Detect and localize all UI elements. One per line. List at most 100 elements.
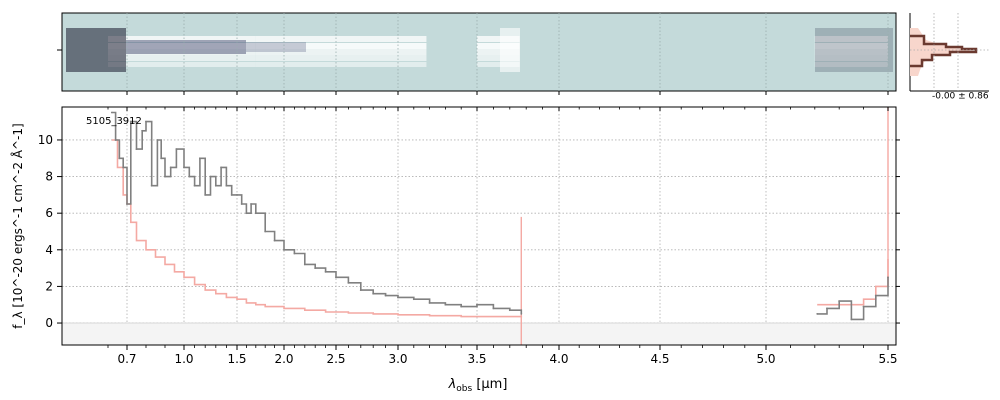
spectrum-point xyxy=(492,307,495,310)
spectrum-2d-trace xyxy=(66,28,893,72)
spectrum-point xyxy=(460,305,463,308)
x-tick-label: 2.0 xyxy=(274,352,293,366)
y-tick-label: 10 xyxy=(38,133,53,147)
spectrum-point xyxy=(444,303,447,306)
x-axis: 0.7 1.0 1.5 2.0 2.5 3.0 3.5 4.0 4.5 5.0 5.5 xyxy=(107,91,898,366)
spectrum-point xyxy=(245,212,248,215)
spectrum-point xyxy=(129,120,132,123)
band-streak xyxy=(108,62,256,67)
x-axis-label-main: λ xyxy=(448,377,457,392)
spectrum-point xyxy=(476,303,478,306)
spectrum-point xyxy=(145,120,147,123)
x-axis-label: λobs [μm] xyxy=(448,377,508,394)
x-tick-label: 5.0 xyxy=(756,352,775,366)
spectrum-point xyxy=(264,230,267,233)
spectrum-point xyxy=(230,194,233,196)
spectrum-point xyxy=(887,276,889,279)
plot-area xyxy=(62,107,896,345)
noise-label: -0.00 ± 0.86 xyxy=(932,92,989,102)
band-streak xyxy=(255,49,427,55)
spectrum-point xyxy=(118,157,121,160)
y-axis: 0 2 4 6 8 10 xyxy=(38,49,900,330)
spectrum-point xyxy=(122,166,125,169)
spectrum-point xyxy=(141,129,144,132)
spectrum-point xyxy=(324,270,327,273)
band-streak xyxy=(814,36,888,42)
profile-fill xyxy=(910,28,974,76)
band-core xyxy=(66,28,126,72)
spectrum-point xyxy=(160,157,163,160)
y-tick-label: 4 xyxy=(45,243,53,257)
band-streak xyxy=(477,49,520,55)
band-streak xyxy=(108,55,256,61)
spectrum-point xyxy=(347,281,350,284)
spectrum-point xyxy=(114,139,117,141)
spectrum-point xyxy=(135,148,138,151)
spectrum-point xyxy=(209,175,212,178)
band-streak xyxy=(108,36,256,42)
spectrum-point xyxy=(816,313,819,315)
y-tick-label: 6 xyxy=(45,206,53,220)
spectrum-2d-grid xyxy=(126,13,889,91)
band-streak xyxy=(477,62,520,67)
y-axis-label: f_λ [10^-20 ergs^-1 cm^-2 Å^-1] xyxy=(10,123,25,328)
x-tick-label: 2.5 xyxy=(326,352,345,366)
profile-line xyxy=(910,34,978,68)
band-streak xyxy=(814,43,888,49)
y-tick-label: 2 xyxy=(45,279,53,293)
spectrum-point xyxy=(826,307,828,310)
band-streak xyxy=(255,36,427,42)
spectrum-point xyxy=(850,318,853,321)
band-core xyxy=(500,28,520,72)
spectrum-point xyxy=(164,175,166,178)
x-tick-label: 3.0 xyxy=(388,352,407,366)
band-streak xyxy=(255,62,427,67)
band-core xyxy=(815,28,893,72)
spectrum-series xyxy=(110,111,889,321)
spectrum-point xyxy=(372,292,375,295)
spectrum-point xyxy=(397,296,399,299)
spectrum-point xyxy=(874,294,877,297)
x-tick-label: 0.7 xyxy=(117,352,136,366)
spectrum-point xyxy=(150,184,153,187)
spectrum-point xyxy=(156,139,159,141)
band-streak xyxy=(814,55,888,61)
plot-frame xyxy=(61,106,897,346)
x-tick-label: 4.5 xyxy=(650,352,669,366)
spectrum-point xyxy=(303,263,306,266)
spectrum-point xyxy=(183,166,185,169)
spectrum-point xyxy=(520,313,523,315)
spectrum-point xyxy=(199,157,201,160)
spectrum-point xyxy=(314,267,317,269)
model-line xyxy=(111,139,889,318)
spectrum-point xyxy=(412,298,415,301)
spectrum-point xyxy=(359,289,362,291)
band-streak xyxy=(255,43,427,49)
band-streak xyxy=(814,49,888,55)
x-axis-label-unit: [μm] xyxy=(472,377,507,392)
spectrum-point xyxy=(862,305,865,308)
spectrum-point xyxy=(428,302,431,304)
spectrum-point xyxy=(126,203,128,205)
zero-band-fill xyxy=(62,323,896,345)
band-streak xyxy=(814,62,888,67)
zero-band xyxy=(62,322,896,345)
spectrum-point xyxy=(175,148,178,151)
band-streak xyxy=(477,55,520,61)
model-series xyxy=(111,107,889,345)
spectrum-point xyxy=(283,248,285,251)
x-tick-label: 1.5 xyxy=(227,352,246,366)
spectrum-point xyxy=(214,184,217,187)
spectrum-point xyxy=(508,309,511,312)
spectrum-point xyxy=(236,194,238,196)
spectrum-point xyxy=(225,184,228,187)
x-tick-label: 5.5 xyxy=(878,352,897,366)
spectrum-2d-panel xyxy=(61,12,897,92)
y-tick-label: 8 xyxy=(45,170,53,184)
spectrum-point xyxy=(240,203,243,205)
spectrum-point xyxy=(220,166,223,169)
spectrum-point xyxy=(335,276,337,279)
band-core xyxy=(246,42,306,52)
spectrum-point xyxy=(204,194,207,196)
